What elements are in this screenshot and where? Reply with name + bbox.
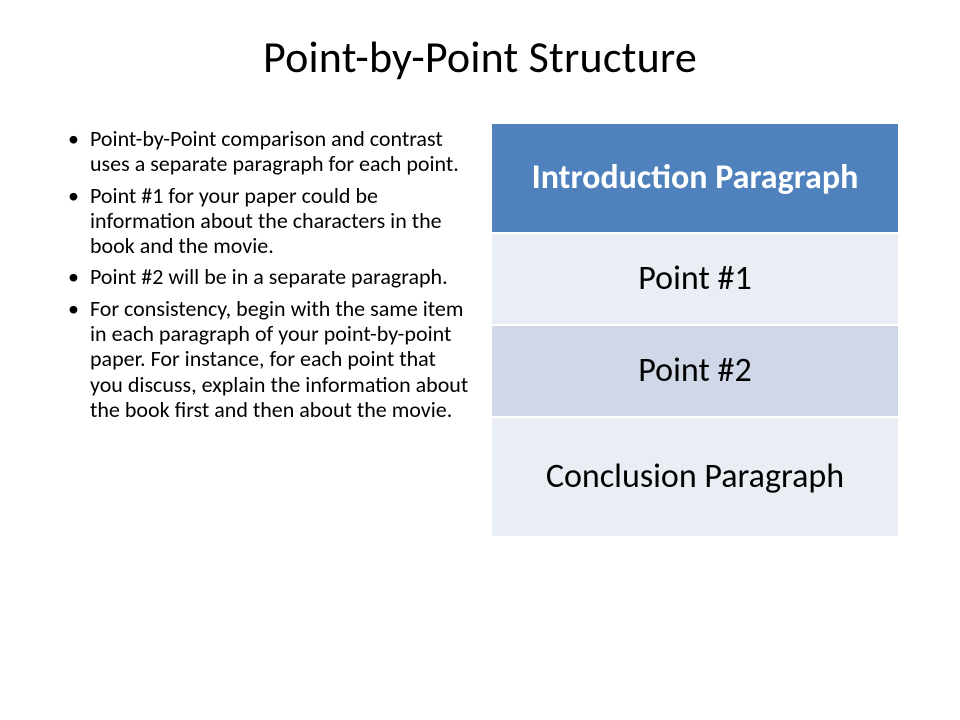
slide-title: Point-by-Point Structure <box>60 30 900 84</box>
structure-row-point2: Point #2 <box>491 325 899 417</box>
structure-row-intro: Introduction Paragraph <box>491 123 899 233</box>
list-item: For consistency, begin with the same ite… <box>60 296 470 422</box>
slide: Point-by-Point Structure Point-by-Point … <box>0 0 960 720</box>
bullet-list: Point-by-Point comparison and contrast u… <box>60 126 470 422</box>
list-item: Point #2 will be in a separate paragraph… <box>60 264 470 289</box>
structure-row-point1: Point #1 <box>491 233 899 325</box>
bullet-column: Point-by-Point comparison and contrast u… <box>60 122 470 680</box>
structure-column: Introduction Paragraph Point #1 Point #2… <box>490 122 900 680</box>
structure-row-conclusion: Conclusion Paragraph <box>491 417 899 537</box>
structure-table: Introduction Paragraph Point #1 Point #2… <box>490 122 900 538</box>
content-area: Point-by-Point comparison and contrast u… <box>60 122 900 680</box>
list-item: Point-by-Point comparison and contrast u… <box>60 126 470 177</box>
list-item: Point #1 for your paper could be informa… <box>60 183 470 259</box>
